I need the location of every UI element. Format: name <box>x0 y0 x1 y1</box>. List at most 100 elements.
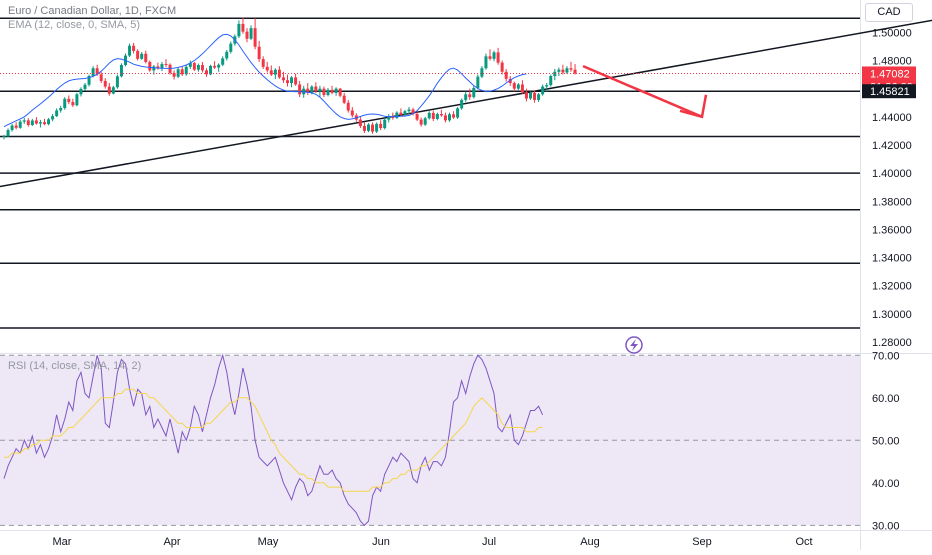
candle <box>375 122 379 134</box>
candle-body <box>75 94 79 106</box>
candle <box>257 40 261 62</box>
rsi-axis-tick: 50.00 <box>872 435 900 447</box>
candle-body <box>10 125 14 131</box>
candle <box>362 122 366 134</box>
candle <box>456 106 460 119</box>
candle <box>43 118 46 126</box>
candle-body <box>306 88 310 93</box>
candle <box>99 71 103 84</box>
candle-body <box>350 110 354 116</box>
candle-body <box>79 88 83 95</box>
candle-body <box>115 76 119 88</box>
candle <box>265 61 269 73</box>
candle <box>492 50 496 62</box>
candle-body <box>358 119 362 126</box>
candle <box>196 63 200 72</box>
candle <box>484 53 488 70</box>
candle <box>557 67 561 77</box>
level-label: 1.45821 <box>870 86 910 98</box>
currency-button[interactable]: CAD <box>865 3 913 22</box>
candle <box>322 86 326 98</box>
price-axis-tick: 1.40000 <box>872 168 912 180</box>
candle <box>379 120 383 131</box>
candle <box>79 87 83 97</box>
candle <box>2 134 6 140</box>
candle-body <box>460 99 464 109</box>
candle-body <box>484 56 488 69</box>
candle <box>443 112 447 123</box>
candle-body <box>128 45 132 56</box>
candle <box>205 68 208 77</box>
candle-body <box>419 119 423 125</box>
candle <box>221 56 225 67</box>
candle <box>358 116 362 129</box>
candle-body <box>107 86 111 94</box>
candle <box>176 67 180 79</box>
time-axis-label: Jun <box>372 536 390 548</box>
trendline <box>0 19 932 188</box>
candle-body <box>6 130 10 137</box>
candle <box>452 111 456 119</box>
candle-body <box>387 116 391 120</box>
ema-line <box>3 33 527 128</box>
candle <box>460 98 464 110</box>
candle-body <box>395 112 399 118</box>
lightning-icon[interactable] <box>625 336 643 354</box>
candle-body <box>476 76 480 88</box>
candle <box>119 63 123 78</box>
candle <box>184 64 188 76</box>
candle <box>346 99 350 113</box>
candle <box>22 117 26 124</box>
candle-body <box>310 86 314 93</box>
candle <box>6 128 10 138</box>
candle <box>180 66 184 77</box>
rsi-axis-tick: 70.00 <box>872 350 900 362</box>
candle-body <box>334 88 338 93</box>
candle <box>294 73 298 86</box>
candle-body <box>431 112 435 119</box>
candle-body <box>71 102 75 106</box>
candle <box>427 111 431 120</box>
candle-body <box>67 98 71 103</box>
candle <box>148 60 152 72</box>
candle-body <box>492 52 496 59</box>
time-axis-label: May <box>258 536 279 548</box>
candle-body <box>176 69 180 77</box>
candle <box>75 92 79 107</box>
candle-body <box>286 80 289 84</box>
candle <box>533 90 537 103</box>
candle-body <box>322 88 326 96</box>
time-axis-label: Aug <box>580 536 600 548</box>
candle <box>213 61 217 69</box>
candle-body <box>330 89 334 93</box>
rsi-band <box>0 355 860 526</box>
candle <box>298 80 302 98</box>
candle <box>249 25 253 41</box>
candle <box>350 106 354 118</box>
candle <box>168 63 172 75</box>
candle-body <box>229 43 233 52</box>
candle-body <box>30 120 34 125</box>
candle-body <box>496 52 500 63</box>
candle <box>435 112 439 121</box>
candle <box>14 122 18 130</box>
candle-body <box>375 123 379 132</box>
candle-body <box>314 86 318 92</box>
candle <box>59 105 63 113</box>
candle-body <box>411 109 415 115</box>
candle-body <box>91 68 95 77</box>
candle <box>290 76 294 88</box>
candle-body <box>565 68 569 73</box>
candle <box>200 61 204 73</box>
candle <box>136 49 140 61</box>
candle-body <box>2 136 6 138</box>
rsi-ma-line <box>4 388 543 492</box>
candle <box>103 78 107 89</box>
candle-body <box>504 71 508 79</box>
candle <box>225 49 229 61</box>
candle <box>468 88 472 100</box>
candle <box>407 106 411 115</box>
candle-body <box>435 114 439 119</box>
rsi-legend: RSI (14, close, SMA, 14, 2) <box>8 360 142 372</box>
